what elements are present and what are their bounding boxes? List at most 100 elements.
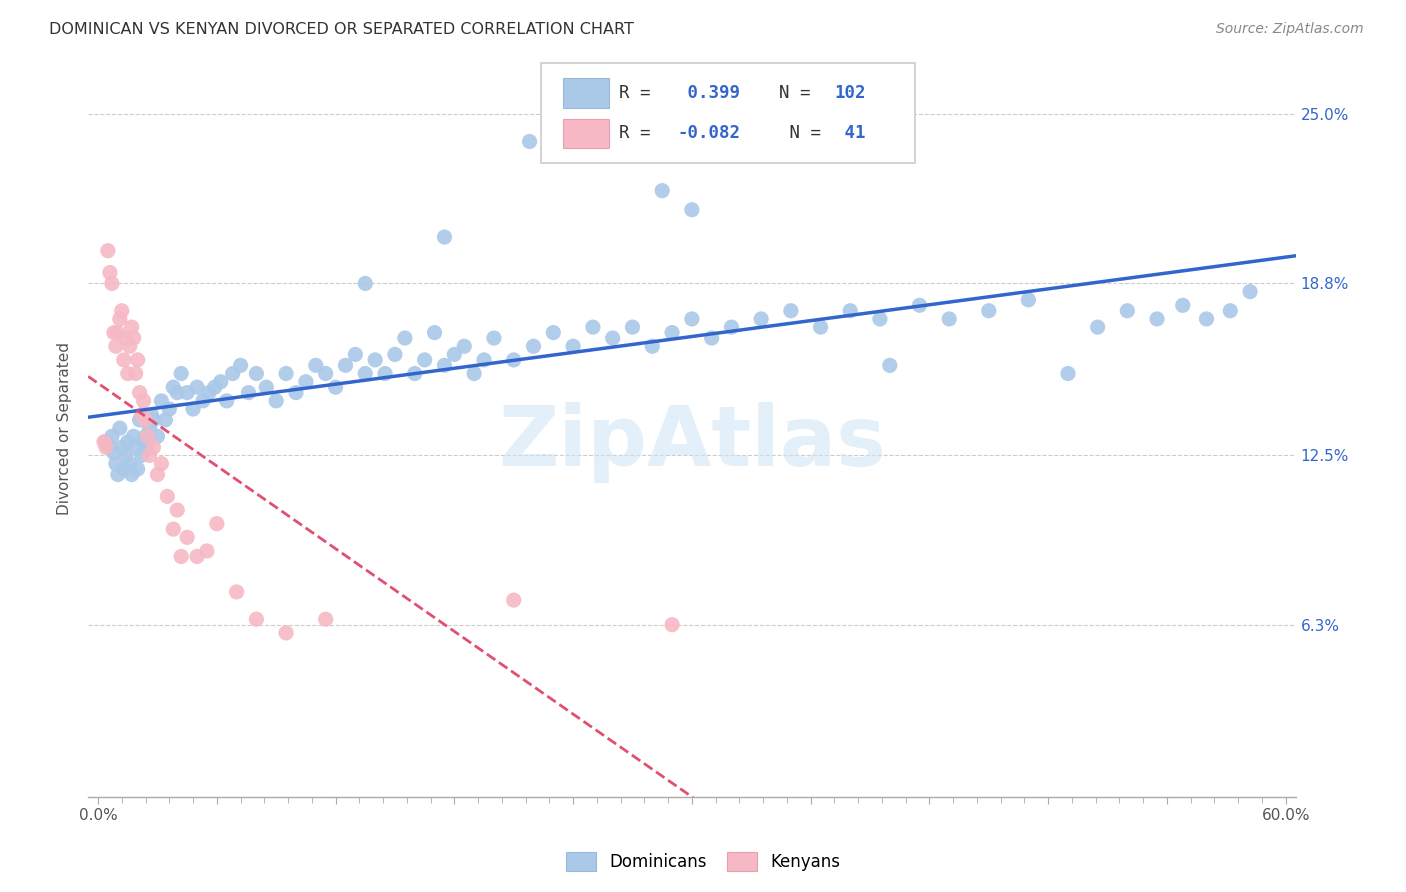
Point (700, 331, 723, 345)
Point (938, 312, 960, 326)
Point (433, 359, 456, 373)
Point (170, 367, 193, 381)
Point (181, 402, 204, 417)
Point (138, 421, 160, 435)
Point (325, 380, 347, 394)
Point (384, 347, 406, 361)
Point (209, 375, 232, 389)
Point (186, 549, 208, 564)
Point (274, 367, 297, 381)
Point (810, 320, 832, 334)
Point (135, 429, 157, 443)
Point (122, 429, 145, 443)
Point (132, 393, 155, 408)
Point (977, 303, 1000, 318)
Point (404, 367, 426, 381)
Point (103, 326, 125, 340)
Point (641, 339, 664, 353)
Point (1146, 312, 1168, 326)
Point (839, 303, 862, 318)
Point (295, 375, 318, 389)
Point (908, 298, 931, 312)
Point (285, 385, 308, 400)
Point (104, 457, 127, 471)
Point (93, 434, 115, 449)
Point (1087, 320, 1109, 334)
Point (117, 434, 139, 449)
Point (98, 440, 121, 454)
Text: R =: R = (620, 124, 661, 143)
Point (364, 352, 387, 367)
FancyBboxPatch shape (562, 78, 609, 108)
Text: ZipAtlas: ZipAtlas (498, 402, 886, 483)
Point (112, 352, 135, 367)
Text: 0.399: 0.399 (678, 84, 741, 102)
Point (1239, 285, 1261, 299)
Point (1195, 312, 1218, 326)
Point (136, 440, 159, 454)
Point (463, 367, 485, 381)
Point (166, 503, 188, 517)
Point (394, 331, 416, 345)
Point (107, 326, 129, 340)
Legend: Dominicans, Kenyans: Dominicans, Kenyans (558, 843, 848, 880)
FancyBboxPatch shape (541, 63, 915, 163)
Text: DOMINICAN VS KENYAN DIVORCED OR SEPARATED CORRELATION CHART: DOMINICAN VS KENYAN DIVORCED OR SEPARATE… (49, 22, 634, 37)
Y-axis label: Divorced or Separated: Divorced or Separated (58, 342, 72, 515)
Point (1171, 298, 1194, 312)
Point (582, 320, 605, 334)
Point (117, 367, 139, 381)
Text: N =: N = (779, 124, 831, 143)
Text: 41: 41 (834, 124, 866, 143)
Point (879, 359, 901, 373)
Point (108, 421, 131, 435)
Point (198, 385, 221, 400)
Point (1219, 303, 1241, 318)
Text: R =: R = (620, 84, 661, 102)
Point (176, 530, 198, 544)
Text: -0.082: -0.082 (678, 124, 741, 143)
Point (215, 393, 238, 408)
Point (1116, 303, 1139, 318)
Point (128, 413, 150, 427)
Point (779, 303, 801, 318)
Point (204, 380, 226, 394)
Point (274, 626, 297, 640)
Point (413, 352, 436, 367)
Point (111, 303, 134, 318)
Point (1017, 293, 1039, 307)
Point (166, 385, 188, 400)
Point (150, 457, 173, 471)
Point (131, 449, 153, 463)
Point (305, 359, 328, 373)
Point (482, 331, 505, 345)
Point (98, 266, 121, 280)
Point (562, 339, 585, 353)
Point (423, 326, 446, 340)
Point (519, 135, 541, 149)
Point (245, 612, 267, 626)
Point (621, 320, 644, 334)
Point (97, 244, 120, 258)
Text: N =: N = (758, 84, 821, 102)
Point (344, 347, 367, 361)
Point (138, 449, 160, 463)
Point (141, 408, 163, 422)
Point (108, 312, 131, 326)
Point (131, 408, 153, 422)
Point (107, 467, 129, 482)
Point (225, 585, 247, 599)
Point (433, 230, 456, 244)
Point (162, 380, 184, 394)
Point (103, 446, 125, 460)
Point (749, 312, 772, 326)
Point (155, 413, 177, 427)
Point (135, 413, 157, 427)
Point (132, 434, 155, 449)
Point (443, 347, 465, 361)
Point (94, 440, 117, 454)
Point (128, 385, 150, 400)
Point (156, 489, 179, 503)
Point (124, 367, 146, 381)
Point (121, 467, 143, 482)
